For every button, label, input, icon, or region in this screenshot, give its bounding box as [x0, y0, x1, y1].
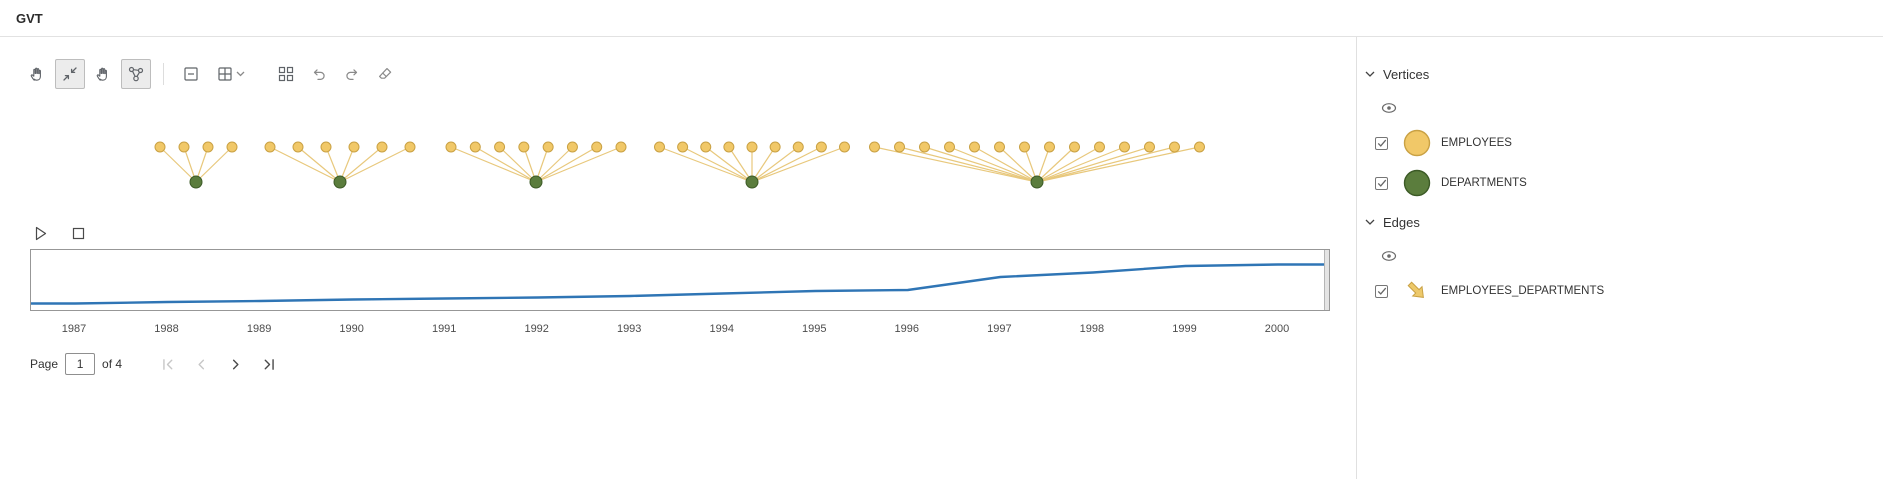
edges-section: Edges [1365, 213, 1883, 307]
axis-year-label: 1992 [524, 323, 549, 335]
components-icon [278, 66, 294, 82]
play-button[interactable] [28, 221, 52, 245]
toolbar-separator [163, 63, 164, 85]
page-number-input[interactable] [65, 353, 96, 375]
previous-page-button[interactable] [190, 353, 212, 375]
employees-departments-checkbox[interactable] [1375, 284, 1388, 298]
edges-visibility-row [1381, 249, 1883, 263]
checkmark-icon [1377, 139, 1386, 147]
timeline-chart [31, 263, 1329, 305]
vertices-visibility-toggle[interactable] [1381, 101, 1397, 115]
timeline-axis: 1987 1988 1989 1990 1991 1992 1993 1994 1995 1996… [30, 323, 1330, 339]
vertex-legend-employees: EMPLOYEES [1375, 127, 1883, 159]
edge-arrow-icon [1407, 281, 1424, 298]
timeline-panel[interactable] [30, 249, 1330, 311]
axis-year-label: 1991 [431, 323, 457, 335]
redo-button[interactable] [337, 59, 367, 89]
graph-toolbar [22, 59, 400, 89]
edge-swatch[interactable] [1403, 278, 1431, 304]
employees-swatch[interactable] [1403, 129, 1431, 157]
collapse-all-button[interactable] [176, 59, 206, 89]
play-icon [35, 226, 46, 240]
employees-label: EMPLOYEES [1441, 137, 1512, 149]
vertices-visibility-row [1381, 101, 1883, 115]
axis-year-label: 1995 [802, 323, 827, 335]
vertices-section: Vertices [1365, 65, 1883, 199]
eye-icon [1381, 103, 1397, 113]
departments-checkbox[interactable] [1375, 176, 1388, 190]
page-label: Page [30, 357, 59, 371]
employees-departments-label: EMPLOYEES_DEPARTMENTS [1441, 285, 1605, 297]
vertex-legend-departments: DEPARTMENTS [1375, 167, 1883, 199]
grid-layout-dropdown-button[interactable] [209, 59, 253, 89]
components-layout-button[interactable] [271, 59, 301, 89]
axis-year-label: 1990 [339, 323, 364, 335]
chevron-down-icon [1365, 219, 1375, 225]
pan-tool-button[interactable] [22, 59, 52, 89]
axis-year-label: 1994 [709, 323, 735, 335]
next-page-button[interactable] [224, 353, 246, 375]
chevron-down-icon [1365, 71, 1375, 77]
pagination-nav [156, 353, 280, 375]
axis-year-label: 1987 [61, 323, 87, 335]
dropdown-chevron-icon [236, 71, 245, 77]
axis-year-label: 1988 [154, 323, 179, 335]
grab-hand-icon [96, 67, 107, 81]
page-title: GVT [16, 10, 43, 26]
vertices-section-title: Vertices [1383, 66, 1430, 82]
last-page-icon [264, 358, 274, 370]
clear-eraser-button[interactable] [370, 59, 400, 89]
axis-year-label: 1997 [987, 323, 1012, 335]
page-total-label: of 4 [102, 357, 123, 371]
undo-icon [313, 69, 325, 80]
fit-to-screen-icon [63, 67, 77, 81]
network-select-button[interactable] [121, 59, 151, 89]
timeline-playback-controls [28, 221, 90, 245]
graph-canvas-area: 1987 1988 1989 1990 1991 1992 1993 1994 1995 1996… [0, 37, 1356, 479]
first-page-button[interactable] [156, 353, 178, 375]
first-page-icon [162, 358, 172, 370]
timeline-range-handle[interactable] [1324, 250, 1329, 310]
collapse-box-icon [184, 67, 198, 81]
axis-year-label: 1998 [1079, 323, 1105, 335]
vertices-section-header[interactable]: Vertices [1365, 65, 1883, 83]
redo-icon [346, 69, 358, 80]
employees-vertex-icon [1403, 129, 1431, 157]
fit-to-screen-button[interactable] [55, 59, 85, 89]
eraser-icon [379, 68, 392, 79]
edges-section-header[interactable]: Edges [1365, 213, 1883, 231]
axis-year-label: 2000 [1264, 323, 1290, 335]
last-page-button[interactable] [258, 353, 280, 375]
graph-canvas[interactable] [0, 105, 1356, 205]
checkmark-icon [1377, 179, 1386, 187]
previous-page-icon [198, 359, 204, 369]
axis-year-label: 1996 [894, 323, 920, 335]
grab-tool-button[interactable] [88, 59, 118, 89]
pan-hand-icon [30, 67, 41, 81]
departments-label: DEPARTMENTS [1441, 177, 1527, 189]
edge-legend-employees-departments: EMPLOYEES_DEPARTMENTS [1375, 275, 1883, 307]
network-select-icon [128, 66, 144, 82]
edges-section-title: Edges [1383, 214, 1420, 230]
stop-icon [72, 227, 84, 239]
employees-checkbox[interactable] [1375, 136, 1388, 150]
edges-visibility-toggle[interactable] [1381, 249, 1397, 263]
axis-year-label: 1989 [246, 323, 272, 335]
checkmark-icon [1377, 287, 1386, 295]
undo-button[interactable] [304, 59, 334, 89]
eye-icon [1381, 251, 1397, 261]
axis-year-label: 1993 [616, 323, 642, 335]
main-area: 1987 1988 1989 1990 1991 1992 1993 1994 1995 1996… [0, 37, 1883, 479]
departments-swatch[interactable] [1403, 169, 1431, 197]
axis-year-label: 1999 [1172, 323, 1197, 335]
departments-vertex-icon [1403, 169, 1431, 197]
stop-button[interactable] [66, 221, 90, 245]
pagination: Page of 4 [30, 353, 280, 375]
page-title-bar: GVT [0, 0, 1883, 37]
next-page-icon [232, 359, 239, 369]
legend-panel: Vertices [1356, 37, 1883, 479]
grid-layout-icon [218, 67, 232, 81]
